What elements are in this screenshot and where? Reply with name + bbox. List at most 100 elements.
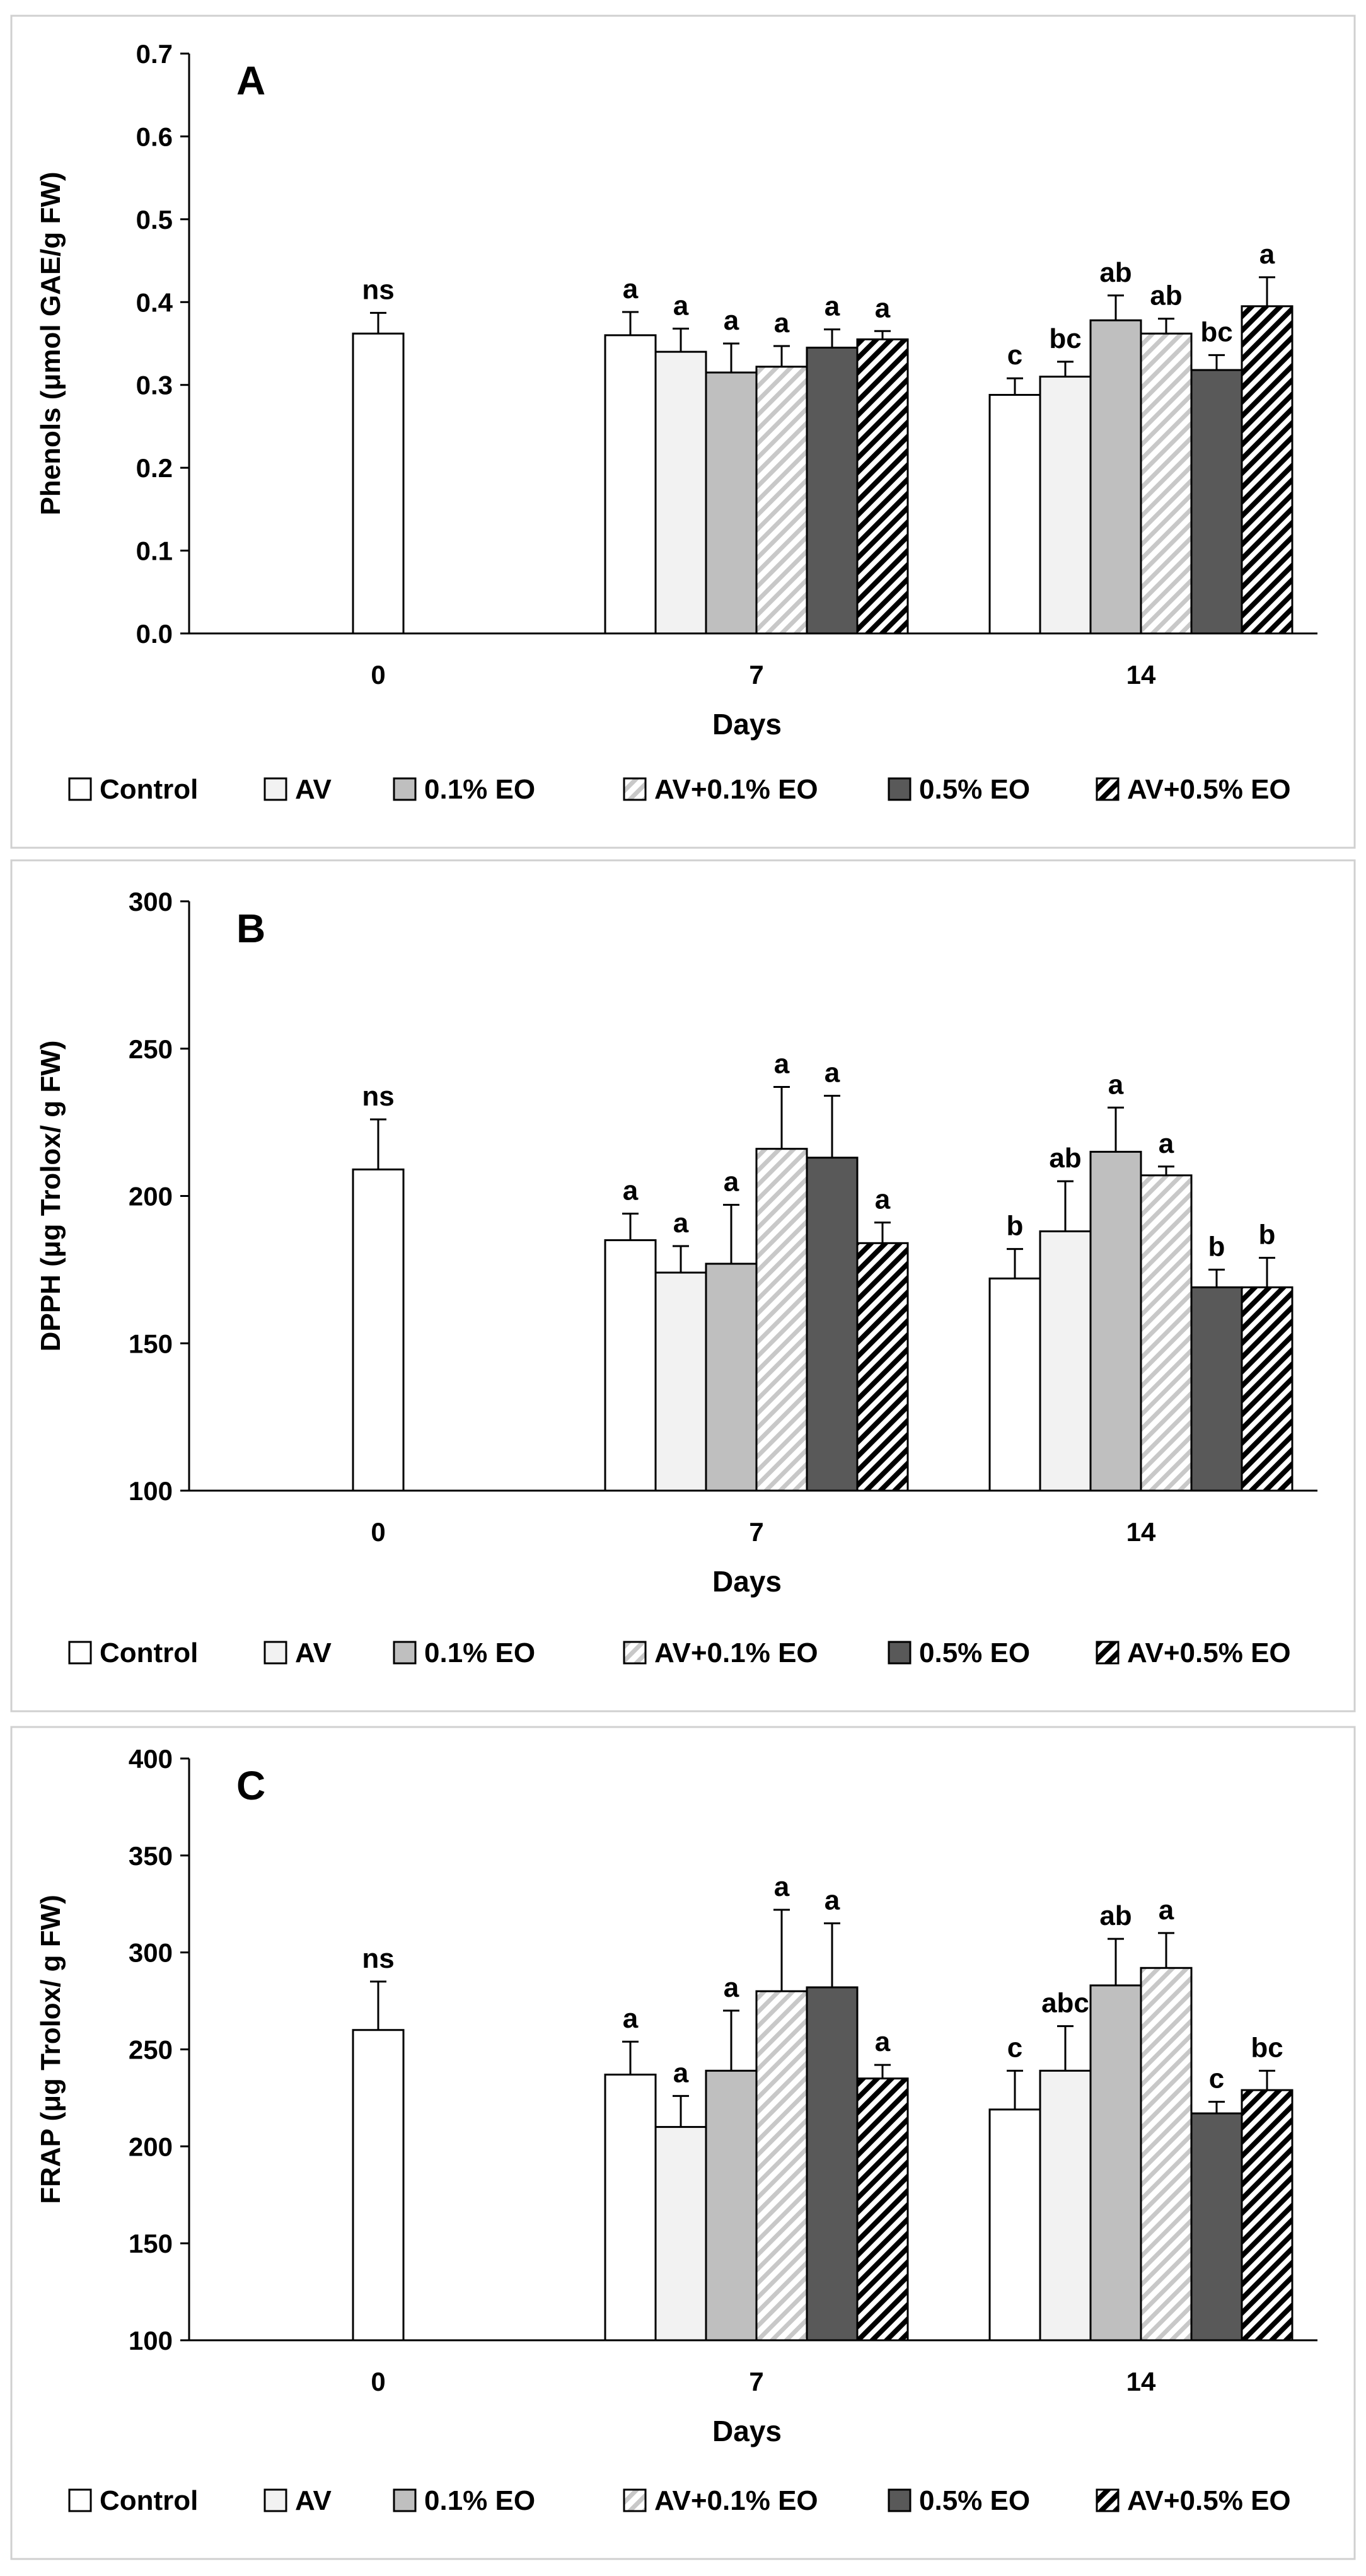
legend-swatch xyxy=(68,2488,92,2512)
significance-letter: b xyxy=(1208,1231,1225,1262)
significance-letter: a xyxy=(673,290,689,321)
y-tick-label: 0.1 xyxy=(136,536,173,566)
y-tick-label: 0.6 xyxy=(136,122,173,151)
significance-letter: a xyxy=(673,2057,689,2088)
significance-letter: ns xyxy=(362,1081,394,1112)
legend-swatch xyxy=(888,777,912,801)
significance-letter: ab xyxy=(1099,1900,1132,1931)
significance-letter: bc xyxy=(1049,323,1081,354)
legend-label: AV xyxy=(295,1637,332,1668)
bar-av-day-14 xyxy=(1039,1230,1092,1492)
legend-swatch xyxy=(263,2488,287,2512)
legend-swatch xyxy=(623,777,647,801)
bar-0-5-eo-day-14 xyxy=(1190,369,1243,635)
bar-control-day-14 xyxy=(988,393,1041,635)
significance-letter: a xyxy=(774,308,790,338)
y-tick-label: 200 xyxy=(129,1182,173,1211)
legend-label: AV+0.1% EO xyxy=(654,774,818,805)
significance-letter: a xyxy=(875,292,891,323)
bar-0-1-eo-day-14 xyxy=(1089,1150,1142,1492)
legend-label: 0.5% EO xyxy=(919,2485,1030,2516)
x-tick-label: 0 xyxy=(371,660,385,690)
x-axis-label: Days xyxy=(712,2415,782,2447)
bar-av-0-5-eo-day-7 xyxy=(856,338,909,635)
panel-label: B xyxy=(236,906,265,951)
bar-av-0-1-eo-day-14 xyxy=(1140,1967,1193,2342)
legend-label: 0.1% EO xyxy=(424,774,535,805)
significance-letter: a xyxy=(724,1167,739,1198)
y-tick-label: 100 xyxy=(129,1476,173,1506)
bar-control-day-7 xyxy=(604,334,657,635)
x-tick-label: 7 xyxy=(749,2367,763,2396)
y-tick-label: 0.4 xyxy=(136,287,173,317)
y-axis-label: Phenols (μmol GAE/g FW) xyxy=(35,171,66,515)
bar-control-day-0 xyxy=(352,332,405,635)
bar-av-0-1-eo-day-7 xyxy=(755,1148,808,1492)
bar-0-5-eo-day-7 xyxy=(806,1157,859,1492)
bar-av-0-1-eo-day-14 xyxy=(1140,1174,1193,1492)
significance-letter: b xyxy=(1259,1220,1276,1250)
legend-swatch xyxy=(263,777,287,801)
significance-letter: b xyxy=(1007,1211,1024,1242)
bar-av-0-1-eo-day-7 xyxy=(755,366,808,635)
significance-letter: c xyxy=(1007,340,1022,371)
legend-swatch xyxy=(623,2488,647,2512)
bar-av-day-14 xyxy=(1039,376,1092,635)
y-tick-label: 0.7 xyxy=(136,39,173,69)
legend-swatch xyxy=(68,1641,92,1665)
significance-letter: a xyxy=(1259,239,1275,270)
y-tick-label: 300 xyxy=(129,1938,173,1968)
bar-0-1-eo-day-7 xyxy=(705,2069,758,2342)
x-axis-label: Days xyxy=(712,1565,782,1598)
bar-0-1-eo-day-14 xyxy=(1089,1984,1142,2342)
bar-control-day-14 xyxy=(988,1277,1041,1492)
y-tick-label: 0.3 xyxy=(136,371,173,400)
x-tick-label: 0 xyxy=(371,1517,385,1547)
legend-label: AV xyxy=(295,774,332,805)
bar-0-1-eo-day-7 xyxy=(705,371,758,635)
y-tick-label: 0.2 xyxy=(136,453,173,483)
legend-label: AV+0.1% EO xyxy=(654,2485,818,2516)
bar-av-day-7 xyxy=(654,350,707,635)
legend-swatch xyxy=(888,2488,912,2512)
legend-swatch xyxy=(888,1641,912,1665)
legend-label: 0.1% EO xyxy=(424,1637,535,1668)
legend-label: AV xyxy=(295,2485,332,2516)
bar-control-day-14 xyxy=(988,2108,1041,2342)
panel-label: A xyxy=(236,58,265,103)
x-tick-label: 14 xyxy=(1126,660,1156,690)
x-tick-label: 14 xyxy=(1126,1517,1156,1547)
y-tick-label: 300 xyxy=(129,887,173,916)
bar-av-day-7 xyxy=(654,1271,707,1492)
significance-letter: a xyxy=(623,2003,639,2034)
significance-letter: a xyxy=(623,274,639,304)
legend-swatch xyxy=(393,777,417,801)
legend-label: 0.5% EO xyxy=(919,1637,1030,1668)
bar-av-0-5-eo-day-14 xyxy=(1241,305,1294,635)
legend-label: AV+0.5% EO xyxy=(1127,2485,1291,2516)
legend-swatch xyxy=(1096,777,1120,801)
legend-label: Control xyxy=(100,774,198,805)
significance-letter: a xyxy=(774,1049,790,1080)
bar-0-1-eo-day-7 xyxy=(705,1262,758,1492)
x-tick-label: 14 xyxy=(1126,2367,1156,2396)
y-tick-label: 150 xyxy=(129,2229,173,2258)
significance-letter: ns xyxy=(362,274,394,305)
x-axis-label: Days xyxy=(712,708,782,741)
significance-letter: a xyxy=(1159,1895,1174,1926)
bar-0-5-eo-day-7 xyxy=(806,1986,859,2342)
significance-letter: c xyxy=(1209,2064,1224,2094)
legend-label: 0.5% EO xyxy=(919,774,1030,805)
significance-letter: a xyxy=(673,1208,689,1239)
y-axis-label: FRAP (μg Trolox/ g FW) xyxy=(35,1895,66,2204)
bar-0-5-eo-day-7 xyxy=(806,347,859,635)
significance-letter: a xyxy=(825,1058,840,1089)
y-tick-label: 400 xyxy=(129,1744,173,1774)
y-tick-label: 150 xyxy=(129,1329,173,1358)
significance-letter: ab xyxy=(1099,257,1132,288)
panel-frame xyxy=(10,859,1356,1713)
legend-label: AV+0.5% EO xyxy=(1127,774,1291,805)
bar-av-day-7 xyxy=(654,2126,707,2342)
